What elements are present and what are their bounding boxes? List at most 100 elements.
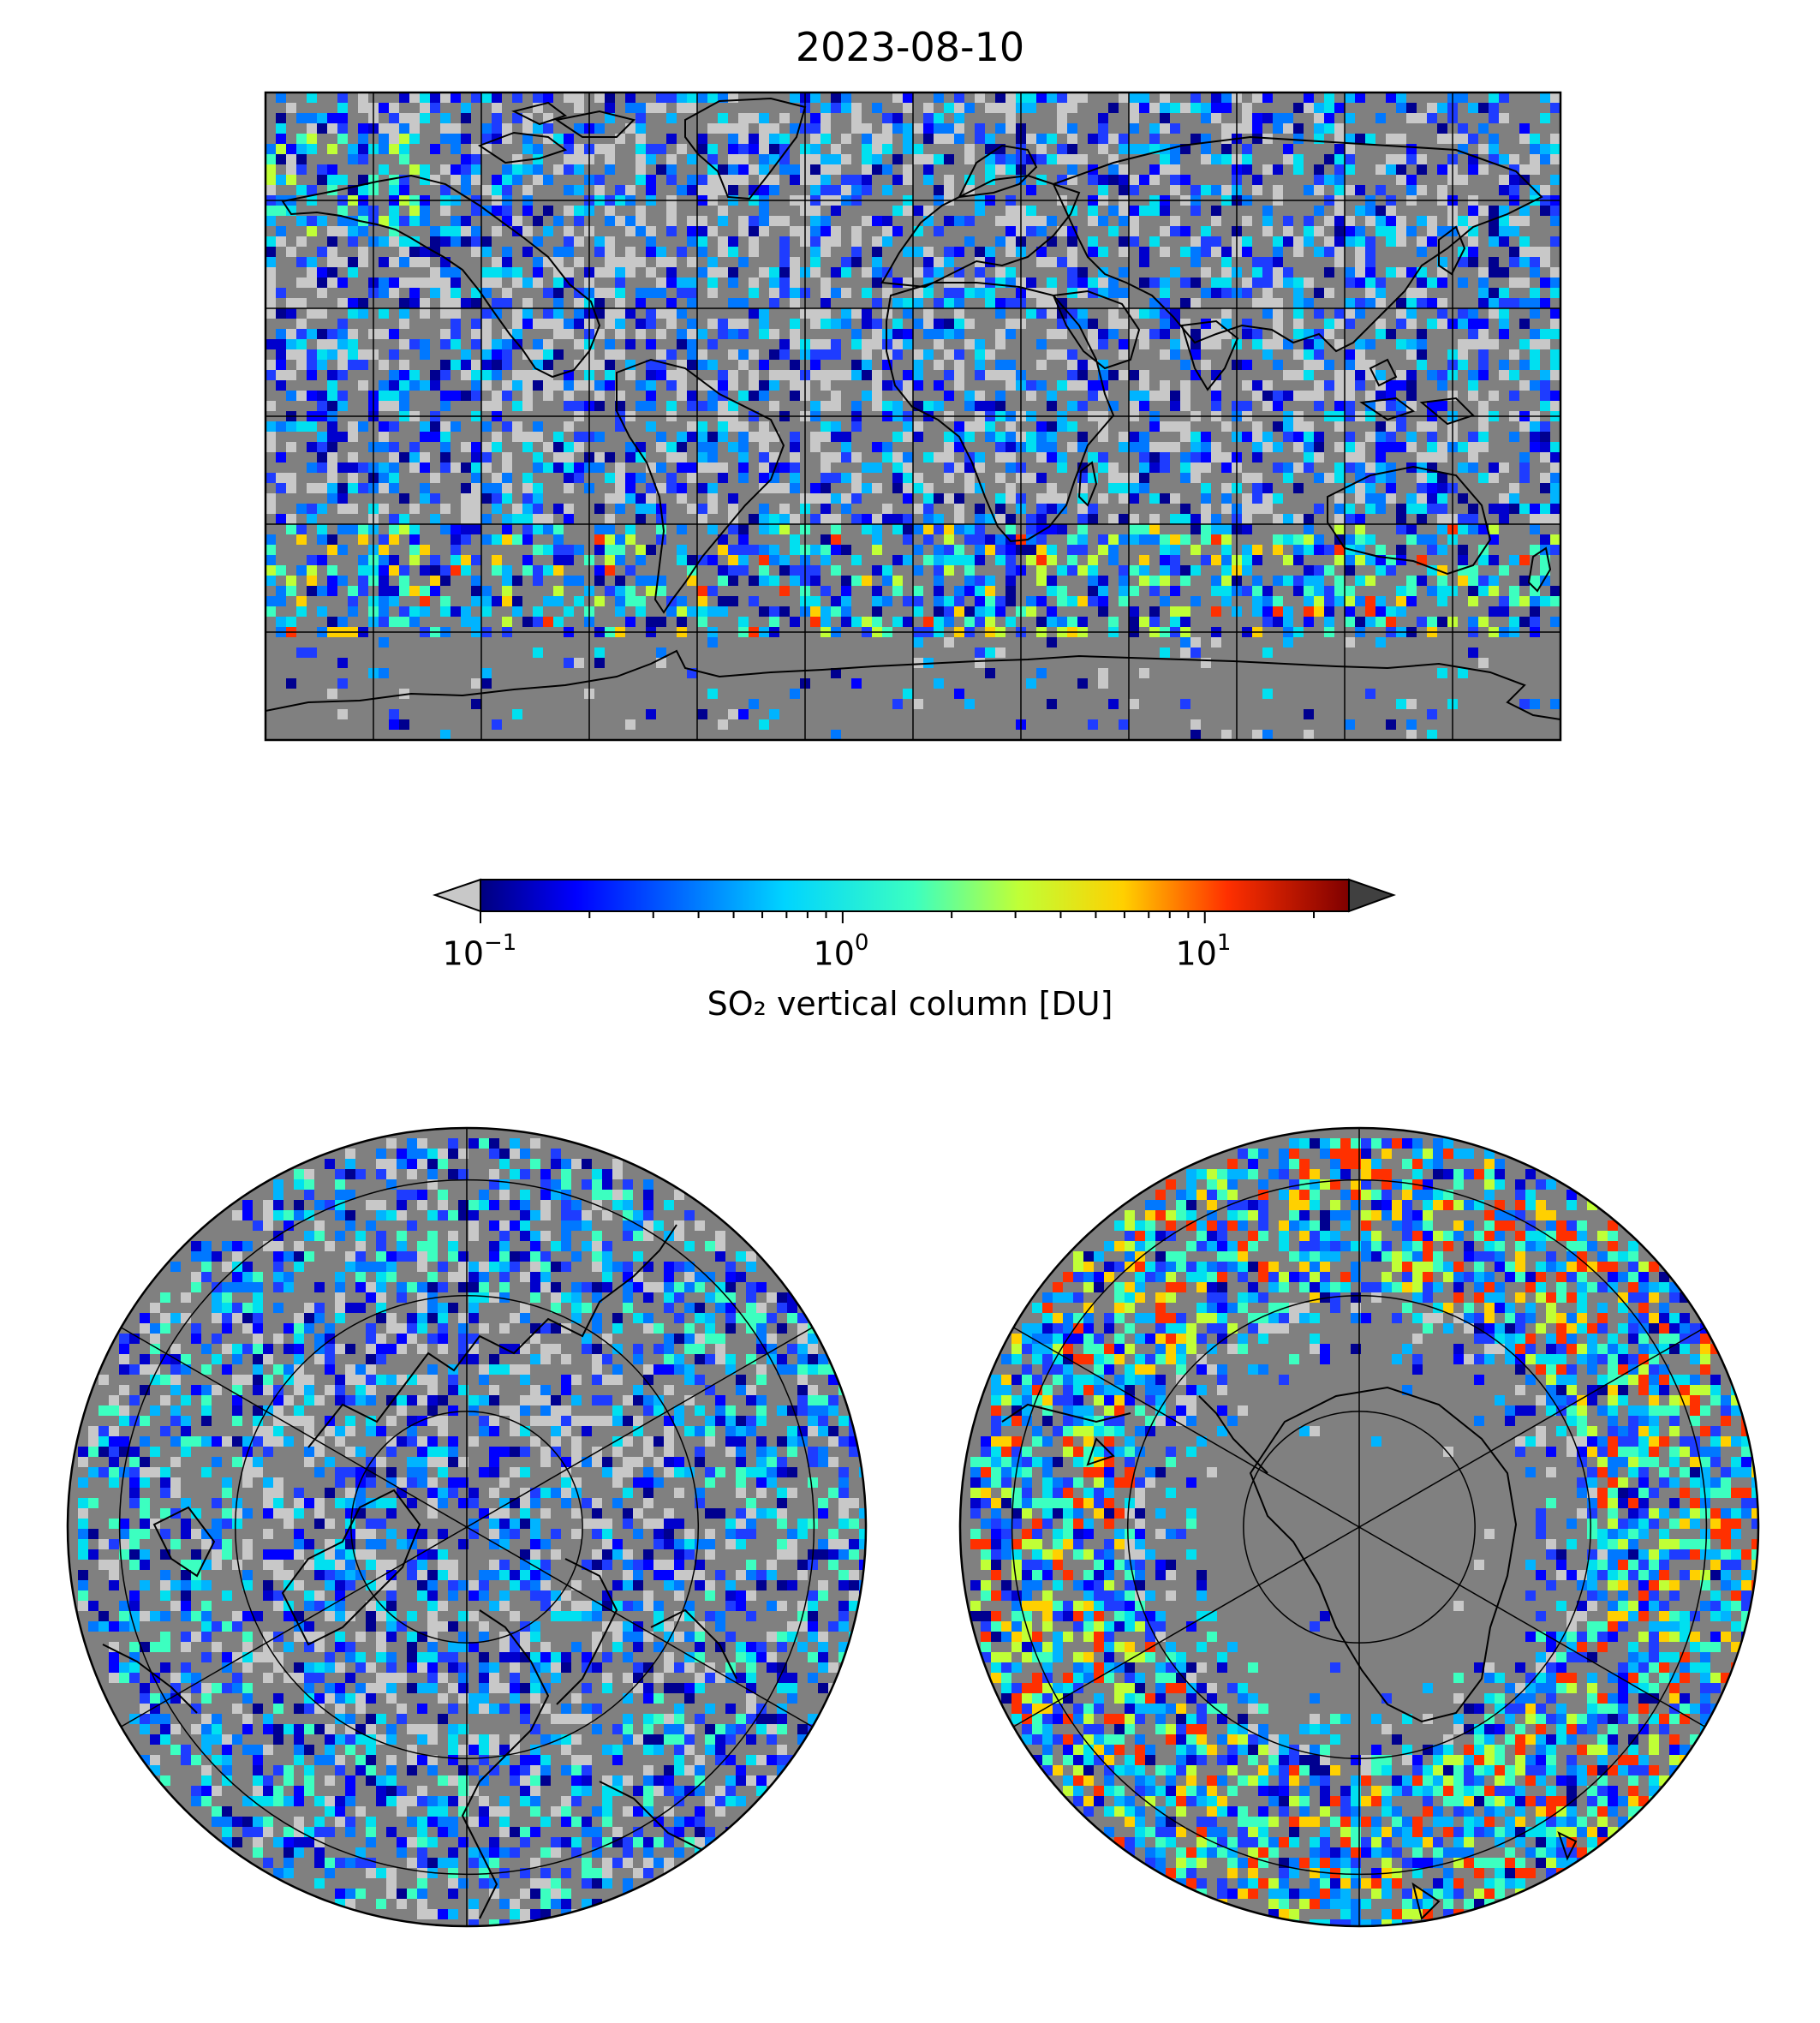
so2-pixel xyxy=(1396,370,1406,380)
so2-pixel xyxy=(522,370,533,380)
so2-pixel xyxy=(1304,524,1314,534)
so2-pixel xyxy=(810,154,820,164)
so2-pixel xyxy=(810,216,820,226)
so2-pixel xyxy=(461,216,471,226)
so2-pixel xyxy=(540,1210,551,1220)
so2-pixel xyxy=(438,1416,448,1426)
so2-pixel xyxy=(687,288,697,298)
so2-pixel xyxy=(594,288,605,298)
so2-pixel xyxy=(841,617,851,627)
so2-pixel xyxy=(1211,391,1221,401)
so2-pixel xyxy=(1057,596,1067,606)
so2-pixel xyxy=(779,144,790,154)
so2-pixel xyxy=(376,1251,386,1262)
so2-pixel xyxy=(633,1210,643,1220)
so2-pixel xyxy=(913,586,923,596)
so2-pixel xyxy=(1119,175,1129,185)
so2-pixel xyxy=(1375,617,1386,627)
so2-pixel xyxy=(492,483,502,493)
so2-pixel xyxy=(150,1303,160,1313)
so2-pixel xyxy=(430,380,440,391)
so2-pixel xyxy=(540,1169,551,1179)
so2-pixel xyxy=(615,462,625,473)
so2-pixel xyxy=(882,144,892,154)
so2-pixel xyxy=(489,1138,499,1149)
so2-pixel xyxy=(1386,483,1396,493)
so2-pixel xyxy=(273,1364,283,1375)
so2-pixel xyxy=(666,370,677,380)
so2-pixel xyxy=(666,380,677,391)
so2-pixel xyxy=(307,226,317,236)
so2-pixel xyxy=(1005,154,1016,164)
so2-pixel xyxy=(399,247,409,257)
so2-pixel xyxy=(882,134,892,144)
so2-pixel xyxy=(479,1375,489,1385)
so2-pixel xyxy=(448,1138,458,1149)
so2-pixel xyxy=(574,123,584,134)
so2-pixel xyxy=(355,1447,366,1457)
so2-pixel xyxy=(1026,524,1036,534)
so2-pixel xyxy=(1190,719,1201,730)
so2-pixel xyxy=(1304,452,1314,462)
so2-pixel xyxy=(1458,216,1468,226)
so2-pixel xyxy=(266,432,276,442)
so2-pixel xyxy=(273,1241,283,1251)
so2-pixel xyxy=(1519,319,1530,329)
so2-pixel xyxy=(407,1498,417,1508)
so2-pixel xyxy=(520,1508,530,1519)
so2-pixel xyxy=(677,596,687,606)
so2-pixel xyxy=(273,1200,283,1210)
so2-pixel xyxy=(296,154,307,164)
so2-pixel xyxy=(296,606,307,617)
so2-pixel xyxy=(492,360,502,370)
so2-pixel xyxy=(1365,216,1375,226)
so2-pixel xyxy=(738,257,749,267)
so2-pixel xyxy=(266,493,276,504)
so2-pixel xyxy=(1458,308,1468,319)
so2-pixel xyxy=(666,175,677,185)
so2-pixel xyxy=(540,1190,551,1200)
so2-pixel xyxy=(995,555,1005,565)
so2-pixel xyxy=(1221,257,1232,267)
so2-pixel xyxy=(502,349,512,360)
so2-pixel xyxy=(728,576,738,586)
so2-pixel xyxy=(448,1488,458,1498)
so2-pixel xyxy=(1005,226,1016,236)
so2-pixel xyxy=(1437,277,1447,288)
so2-pixel xyxy=(399,298,409,308)
so2-pixel xyxy=(1304,92,1314,103)
so2-pixel xyxy=(420,339,430,349)
so2-pixel xyxy=(705,1477,715,1488)
so2-pixel xyxy=(1550,401,1560,411)
so2-pixel xyxy=(471,504,481,514)
so2-pixel xyxy=(756,1405,767,1416)
so2-pixel xyxy=(286,175,296,185)
so2-pixel xyxy=(1365,462,1375,473)
so2-pixel xyxy=(707,689,718,699)
so2-pixel xyxy=(1375,113,1386,123)
so2-pixel xyxy=(605,257,615,267)
so2-pixel xyxy=(944,637,954,647)
so2-pixel xyxy=(872,329,882,339)
so2-pixel xyxy=(851,401,862,411)
so2-pixel xyxy=(222,1323,232,1334)
so2-pixel xyxy=(777,1405,787,1416)
so2-pixel xyxy=(1242,329,1252,339)
so2-pixel xyxy=(882,216,892,226)
so2-pixel xyxy=(530,1159,540,1169)
so2-pixel xyxy=(736,1508,746,1519)
so2-pixel xyxy=(1190,103,1201,113)
so2-pixel xyxy=(417,1447,427,1457)
so2-pixel xyxy=(1406,226,1417,236)
so2-pixel xyxy=(440,92,451,103)
so2-pixel xyxy=(317,113,327,123)
so2-pixel xyxy=(746,1303,756,1313)
so2-pixel xyxy=(253,1385,263,1395)
so2-pixel xyxy=(1386,92,1396,103)
so2-pixel xyxy=(266,277,276,288)
so2-pixel xyxy=(337,92,348,103)
so2-pixel xyxy=(707,493,718,504)
so2-pixel xyxy=(656,144,666,154)
so2-pixel xyxy=(379,668,389,678)
so2-pixel xyxy=(1334,421,1345,432)
